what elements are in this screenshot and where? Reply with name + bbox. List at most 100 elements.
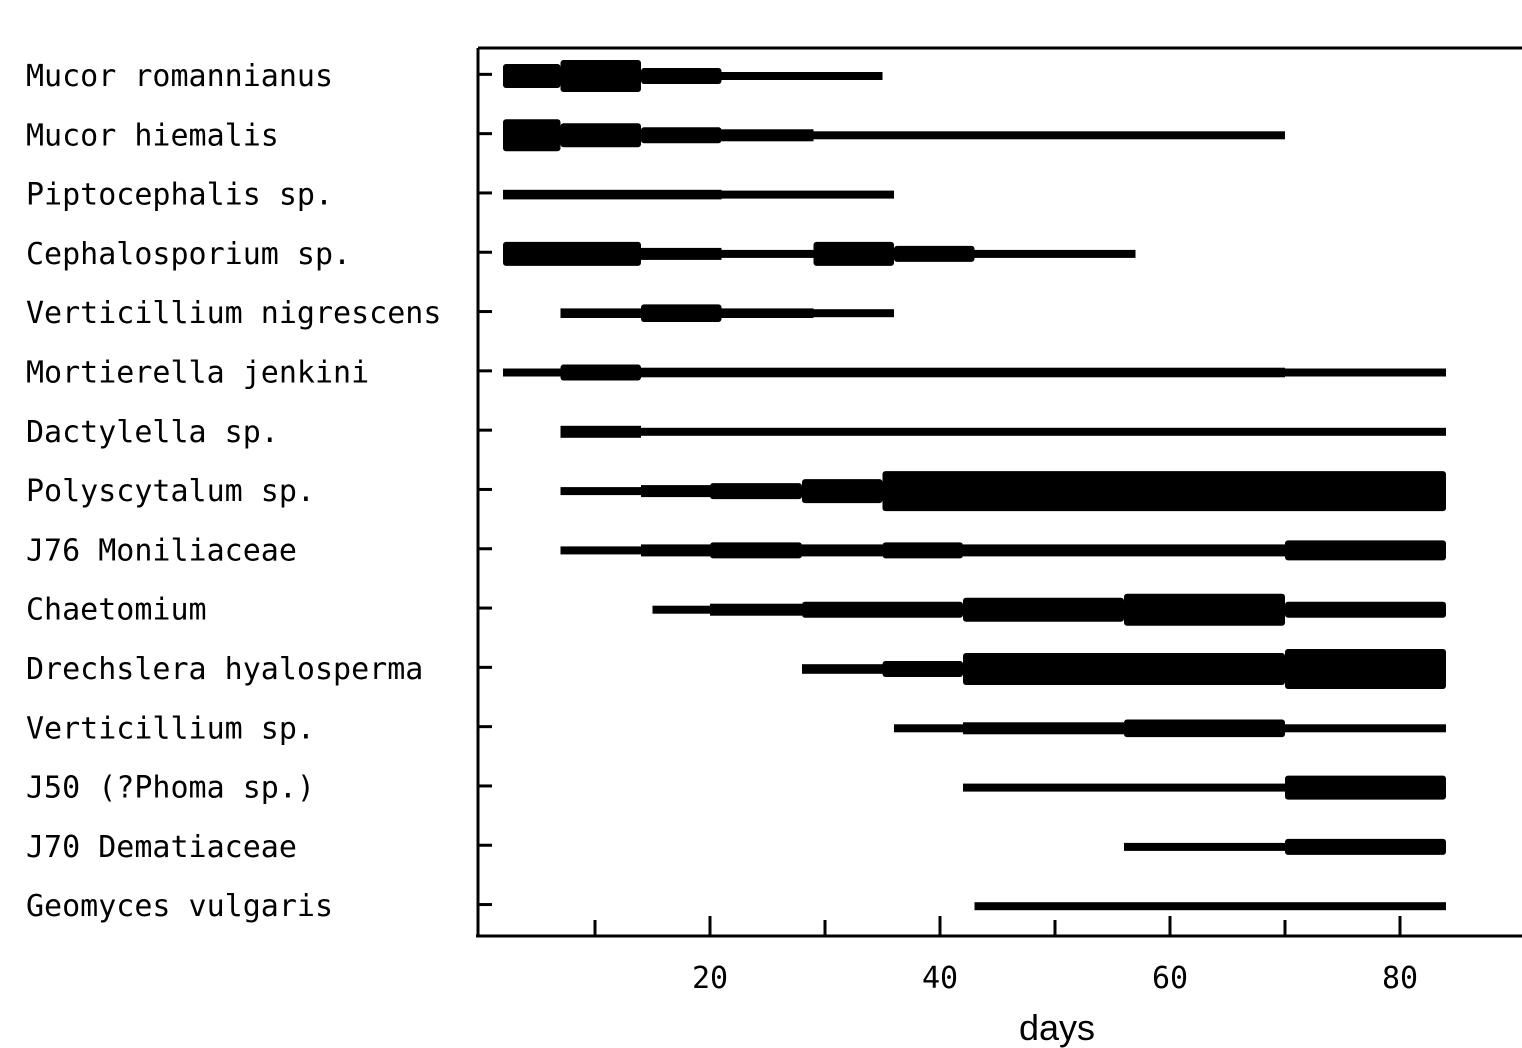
kite-segment — [882, 542, 963, 559]
x-axis-title: days — [1019, 1007, 1095, 1048]
kite-segment — [1285, 368, 1446, 377]
kite-row — [560, 425, 1446, 438]
kite-segment — [963, 597, 1124, 622]
species-label: Polyscytalum sp. — [26, 474, 315, 509]
kite-row — [894, 719, 1446, 738]
kite-segment — [963, 653, 1285, 685]
kite-segment — [641, 127, 722, 144]
kite-segment — [894, 724, 963, 733]
kite-segment — [710, 603, 802, 616]
species-label: Mucor hiemalis — [26, 118, 279, 153]
kite-segment — [963, 544, 1285, 557]
kite-segment — [813, 131, 1285, 140]
kite-row — [802, 649, 1446, 689]
kite-segment — [560, 364, 641, 381]
kite-segment — [560, 123, 641, 148]
kite-segment — [1124, 719, 1285, 738]
kite-segment — [641, 367, 1285, 378]
kite-segment — [560, 60, 641, 92]
x-tick-label: 80 — [1382, 961, 1418, 996]
kite-segment — [641, 247, 722, 260]
kite-segment — [641, 68, 722, 84]
kite-segment — [882, 661, 963, 677]
x-ticks: 20 40 60 80 — [593, 916, 1418, 996]
kite-segment — [813, 241, 894, 266]
species-label: Cephalosporium sp. — [26, 237, 351, 272]
kite-segment — [1285, 724, 1446, 733]
kite-segment — [641, 427, 722, 436]
kite-segment — [710, 542, 802, 559]
kite-row — [652, 593, 1446, 626]
kite-segment — [560, 487, 641, 496]
kite-row — [503, 364, 1446, 381]
species-label: Dactylella sp. — [26, 415, 279, 450]
species-label: Piptocephalis sp. — [26, 178, 333, 213]
kite-row — [503, 241, 1136, 266]
kite-segment — [1285, 649, 1446, 689]
kite-segment — [503, 241, 641, 266]
kite-segment — [503, 189, 722, 200]
kite-segment — [974, 902, 1446, 911]
kite-segment — [802, 601, 963, 618]
kite-segment — [963, 783, 1285, 792]
species-label: Chaetomium — [26, 593, 207, 628]
kite-segment — [503, 64, 561, 88]
kite-segment — [963, 722, 1124, 735]
kite-segment — [721, 427, 1446, 436]
x-tick-label: 40 — [922, 961, 958, 996]
kite-segment — [710, 483, 802, 500]
kite-segment — [894, 245, 975, 262]
x-tick-label: 60 — [1152, 961, 1188, 996]
kite-segment — [813, 309, 894, 318]
kite-bands — [503, 60, 1446, 911]
kite-row — [1124, 838, 1446, 855]
kite-segment — [641, 485, 710, 498]
x-tick-label: 20 — [692, 961, 728, 996]
species-label: Verticillium nigrescens — [26, 296, 441, 331]
species-labels: Mucor romannianus Mucor hiemalis Piptoceph… — [26, 59, 441, 924]
kite-segment — [1285, 775, 1446, 800]
kite-segment — [560, 308, 641, 318]
kite-row — [963, 775, 1446, 800]
kite-row — [974, 902, 1446, 911]
kite-row — [560, 471, 1446, 512]
kite-segment — [721, 72, 883, 80]
species-label: Verticillium sp. — [26, 711, 315, 746]
y-ticks — [478, 72, 492, 907]
chart-axes — [476, 46, 1522, 938]
kite-segment — [802, 479, 883, 504]
kite-segment — [503, 368, 561, 377]
species-label: J50 (?Phoma sp.) — [26, 771, 315, 806]
kite-segment — [652, 605, 710, 614]
kite-segment — [503, 119, 561, 152]
kite-segment — [721, 190, 894, 199]
kite-segment — [641, 544, 710, 557]
kite-segment — [974, 249, 1136, 258]
kite-segment — [1285, 540, 1446, 561]
species-label: Mortierella jenkini — [26, 356, 369, 391]
kite-segment — [802, 544, 883, 557]
kite-segment — [1285, 601, 1446, 618]
kite-segment — [721, 249, 814, 258]
species-label: Geomyces vulgaris — [26, 889, 333, 924]
kite-segment — [1124, 593, 1285, 626]
kite-segment — [721, 129, 814, 142]
kite-segment — [1285, 838, 1446, 855]
species-label: Mucor romannianus — [26, 59, 333, 94]
kite-segment — [721, 308, 814, 318]
kite-segment — [882, 471, 1446, 512]
kite-row — [560, 304, 894, 322]
kite-row — [560, 540, 1446, 561]
kite-segment — [560, 425, 641, 438]
species-label: Drechslera hyalosperma — [26, 652, 423, 687]
species-label: J70 Dematiaceae — [26, 830, 297, 865]
kite-segment — [1124, 842, 1285, 851]
kite-segment — [560, 546, 641, 555]
kite-row — [503, 60, 883, 92]
species-label: J76 Moniliaceae — [26, 533, 297, 568]
kite-segment — [641, 304, 722, 322]
kite-segment — [802, 664, 883, 674]
kite-row — [503, 119, 1285, 152]
kite-row — [503, 189, 894, 200]
